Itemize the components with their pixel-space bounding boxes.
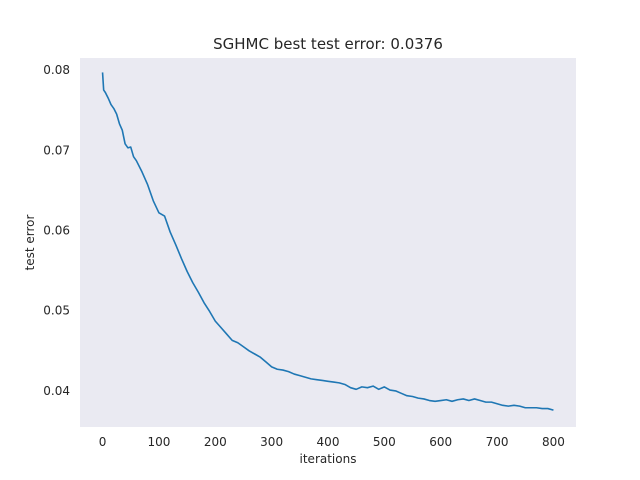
x-axis-label: iterations [300,452,357,466]
y-tick-label: 0.06 [43,223,70,237]
y-axis-label: test error [23,214,37,270]
y-tick-label: 0.04 [43,384,70,398]
x-tick-label: 300 [260,435,283,449]
x-tick-label: 500 [373,435,396,449]
x-tick-label: 100 [147,435,170,449]
y-tick-label: 0.05 [43,304,70,318]
y-axis-ticks: 0.04 0.05 0.06 0.07 0.08 [43,63,70,398]
y-tick-label: 0.08 [43,63,70,77]
x-tick-label: 800 [542,435,565,449]
series-line [101,72,554,411]
y-tick-label: 0.07 [43,143,70,157]
x-axis-ticks: 0 100 200 300 400 500 600 700 800 [99,435,565,449]
x-tick-label: 0 [99,435,107,449]
x-tick-label: 400 [317,435,340,449]
series-group [101,72,554,411]
chart-title: SGHMC best test error: 0.0376 [213,35,443,53]
plot-area [80,58,576,427]
x-tick-label: 600 [429,435,452,449]
x-tick-label: 700 [486,435,509,449]
x-tick-label: 200 [204,435,227,449]
